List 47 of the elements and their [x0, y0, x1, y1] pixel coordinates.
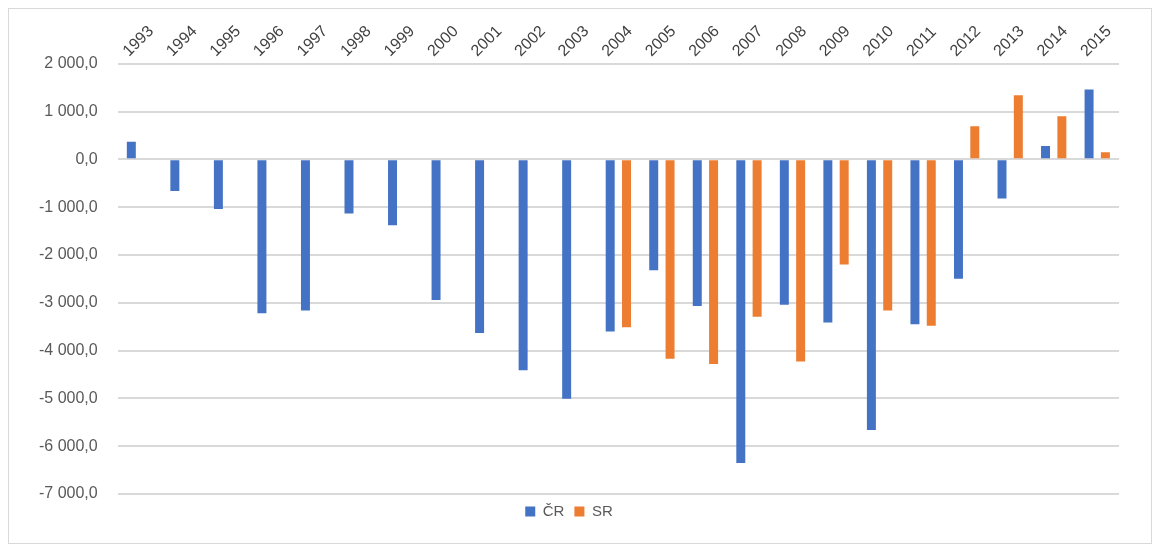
bar [823, 160, 833, 323]
bar [839, 160, 849, 265]
y-tick-label: -7 000,0 [38, 484, 98, 502]
bar [605, 160, 615, 332]
bar [1057, 116, 1067, 159]
y-tick-label: -3 000,0 [38, 293, 98, 311]
legend-label: SR [591, 501, 613, 519]
bar [622, 160, 632, 328]
bar [910, 160, 920, 325]
bar [126, 141, 136, 159]
y-tick-label: 0,0 [75, 149, 98, 167]
bar [431, 160, 441, 300]
bar [475, 160, 485, 333]
y-tick-label: -2 000,0 [38, 245, 98, 263]
legend-label: ČR [542, 501, 565, 519]
bar [997, 160, 1007, 199]
bar [752, 160, 762, 317]
y-tick-label: 2 000,0 [44, 54, 98, 72]
bar [970, 126, 980, 159]
bar [170, 160, 180, 191]
bar [300, 160, 310, 311]
bar [1013, 95, 1023, 159]
bar [1041, 145, 1051, 159]
bar [518, 160, 528, 371]
bar [692, 160, 702, 307]
bar [649, 160, 659, 271]
y-tick-label: 1 000,0 [44, 101, 98, 119]
y-tick-label: -4 000,0 [38, 340, 98, 358]
bar [1084, 89, 1094, 159]
bar [883, 160, 893, 311]
bar [344, 160, 354, 214]
bar [709, 160, 719, 364]
bar [953, 160, 963, 279]
bar [779, 160, 789, 305]
y-tick-label: -1 000,0 [38, 197, 98, 215]
bar [562, 160, 572, 399]
bar [796, 160, 806, 362]
bar [926, 160, 936, 326]
bar [257, 160, 267, 314]
bar [736, 160, 746, 463]
bar [213, 160, 223, 210]
y-tick-label: -5 000,0 [38, 388, 98, 406]
y-tick-label: -6 000,0 [38, 436, 98, 454]
bar [1100, 152, 1110, 159]
bar [388, 160, 398, 226]
bar [665, 160, 675, 359]
bar [866, 160, 876, 430]
